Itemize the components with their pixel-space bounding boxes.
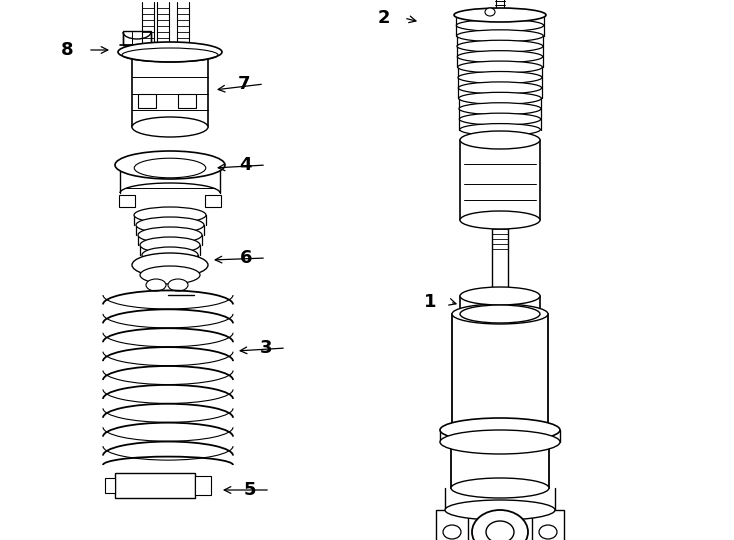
Ellipse shape bbox=[460, 305, 540, 323]
Ellipse shape bbox=[443, 525, 461, 539]
Ellipse shape bbox=[456, 9, 544, 21]
Ellipse shape bbox=[132, 117, 208, 137]
Ellipse shape bbox=[457, 51, 542, 63]
Bar bbox=[138, 93, 156, 107]
Ellipse shape bbox=[458, 82, 542, 94]
Ellipse shape bbox=[134, 207, 206, 223]
Polygon shape bbox=[451, 442, 549, 488]
Ellipse shape bbox=[457, 40, 543, 52]
Ellipse shape bbox=[132, 253, 208, 277]
Ellipse shape bbox=[459, 92, 542, 104]
Ellipse shape bbox=[485, 8, 495, 16]
Ellipse shape bbox=[445, 500, 555, 520]
Ellipse shape bbox=[136, 217, 204, 233]
Text: 8: 8 bbox=[62, 41, 74, 59]
Ellipse shape bbox=[458, 61, 542, 73]
Ellipse shape bbox=[458, 71, 542, 84]
Polygon shape bbox=[119, 195, 135, 207]
Bar bbox=[178, 93, 196, 107]
Text: 5: 5 bbox=[244, 481, 256, 499]
Polygon shape bbox=[105, 478, 115, 493]
Polygon shape bbox=[115, 473, 195, 498]
Ellipse shape bbox=[451, 478, 549, 498]
Ellipse shape bbox=[452, 420, 548, 440]
Text: 2: 2 bbox=[377, 9, 390, 27]
Ellipse shape bbox=[457, 19, 544, 31]
Ellipse shape bbox=[138, 227, 202, 243]
Ellipse shape bbox=[460, 211, 540, 229]
Polygon shape bbox=[532, 510, 564, 540]
Ellipse shape bbox=[539, 525, 557, 539]
Ellipse shape bbox=[459, 113, 541, 125]
Ellipse shape bbox=[486, 521, 514, 540]
Polygon shape bbox=[195, 476, 211, 495]
Text: 4: 4 bbox=[239, 156, 252, 174]
Ellipse shape bbox=[140, 237, 200, 253]
Ellipse shape bbox=[142, 247, 198, 263]
Ellipse shape bbox=[459, 103, 541, 115]
Ellipse shape bbox=[460, 131, 540, 149]
Ellipse shape bbox=[440, 430, 560, 454]
Ellipse shape bbox=[459, 124, 540, 136]
Text: 7: 7 bbox=[238, 75, 250, 93]
Ellipse shape bbox=[440, 418, 560, 442]
Ellipse shape bbox=[472, 510, 528, 540]
Ellipse shape bbox=[454, 8, 546, 22]
Ellipse shape bbox=[168, 279, 188, 291]
Polygon shape bbox=[123, 31, 151, 45]
Ellipse shape bbox=[452, 304, 548, 324]
Ellipse shape bbox=[146, 279, 166, 291]
Ellipse shape bbox=[140, 266, 200, 284]
Text: 1: 1 bbox=[424, 293, 436, 311]
Polygon shape bbox=[205, 195, 221, 207]
Text: 3: 3 bbox=[260, 339, 272, 357]
Ellipse shape bbox=[460, 287, 540, 305]
Polygon shape bbox=[436, 510, 468, 540]
Ellipse shape bbox=[118, 42, 222, 62]
Ellipse shape bbox=[134, 158, 206, 178]
Text: 6: 6 bbox=[239, 249, 252, 267]
Ellipse shape bbox=[457, 30, 543, 42]
Ellipse shape bbox=[115, 151, 225, 179]
